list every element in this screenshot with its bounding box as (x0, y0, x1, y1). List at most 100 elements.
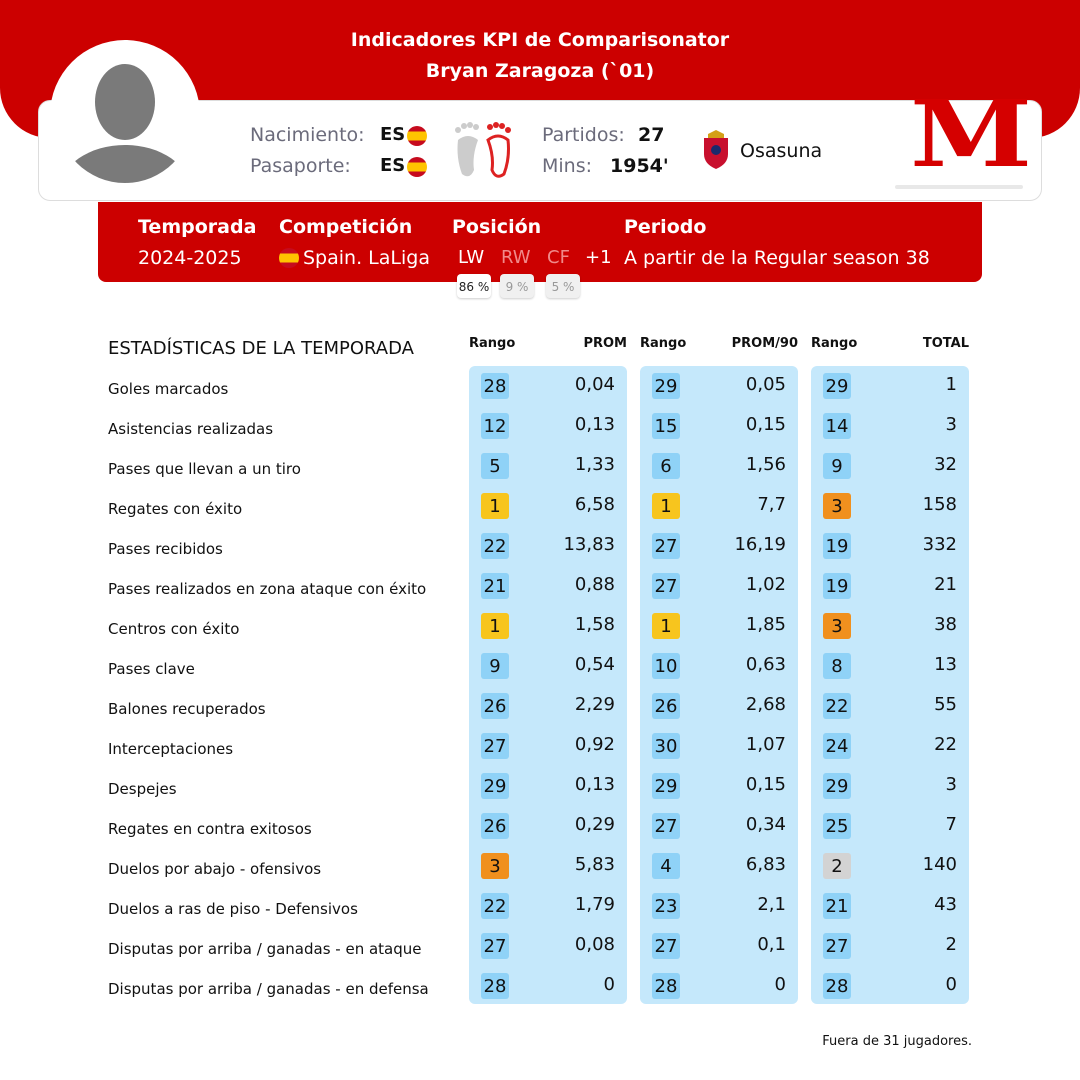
rank: 27 (652, 573, 680, 599)
stat-value: 13 (934, 654, 957, 675)
table-title: ESTADÍSTICAS DE LA TEMPORADA (108, 338, 414, 359)
stat-value: 0,08 (574, 934, 615, 955)
rank: 27 (652, 933, 680, 959)
rank: 4 (652, 853, 680, 879)
more-positions: +1 (585, 247, 612, 268)
row-label: Despejes (108, 780, 177, 798)
rank: 30 (652, 733, 680, 759)
stat-value: 5,83 (574, 854, 615, 875)
season-band (98, 202, 982, 282)
stat-value: 38 (934, 614, 957, 635)
mins-label: Mins: (542, 155, 593, 177)
row-label: Disputas por arriba / ganadas - en ataqu… (108, 940, 422, 958)
stat-value: 2,1 (757, 894, 786, 915)
stat-value: 0,29 (574, 814, 615, 835)
row-label: Pases recibidos (108, 540, 223, 558)
row-label: Regates con éxito (108, 500, 243, 518)
stat-value: 1,85 (745, 614, 786, 635)
row-label: Centros con éxito (108, 620, 240, 638)
passport-label: Pasaporte: (250, 155, 351, 177)
rank: 3 (823, 493, 851, 519)
birth-label: Nacimiento: (250, 124, 365, 146)
stat-value: 1 (945, 374, 957, 395)
passport: ES (380, 155, 406, 176)
competition: Spain. LaLiga (303, 247, 430, 269)
position-share: 5 % (546, 274, 580, 298)
info-card (38, 100, 1042, 201)
stat-value: 0,15 (745, 414, 786, 435)
rank: 19 (823, 533, 851, 559)
matches-label: Partidos: (542, 124, 625, 146)
position: CF (547, 247, 570, 268)
stat-value: 0 (774, 974, 786, 995)
stat-value: 7,7 (757, 494, 786, 515)
row-label: Duelos por abajo - ofensivos (108, 860, 322, 878)
position: LW (458, 247, 485, 268)
rank: 28 (652, 973, 680, 999)
rank: 14 (823, 413, 851, 439)
rank: 25 (823, 813, 851, 839)
stat-value: 6,58 (574, 494, 615, 515)
band-label: Periodo (624, 216, 707, 238)
rank: 28 (481, 373, 509, 399)
stat-value: 0,1 (757, 934, 786, 955)
rank: 28 (823, 973, 851, 999)
stat-value: 140 (922, 854, 957, 875)
row-label: Pases que llevan a un tiro (108, 460, 301, 478)
stat-value: 0,13 (574, 774, 615, 795)
stat-value: 0,34 (745, 814, 786, 835)
club: Osasuna (740, 140, 823, 162)
rank: 29 (823, 373, 851, 399)
row-label: Balones recuperados (108, 700, 266, 718)
stat-value: 0,04 (574, 374, 615, 395)
matches: 27 (638, 124, 665, 146)
row-label: Asistencias realizadas (108, 420, 274, 438)
band-label: Posición (452, 216, 542, 238)
stat-value: 1,07 (745, 734, 786, 755)
stat-value: 0,54 (574, 654, 615, 675)
rank: 23 (652, 893, 680, 919)
stat-value: 43 (934, 894, 957, 915)
rank: 1 (481, 613, 509, 639)
stat-value: 0,92 (574, 734, 615, 755)
rank: 19 (823, 573, 851, 599)
position-share: 9 % (500, 274, 534, 298)
stat-value: 1,79 (574, 894, 615, 915)
stat-value: 3 (945, 774, 957, 795)
row-label: Goles marcados (108, 380, 229, 398)
rank: 22 (823, 693, 851, 719)
rank: 2 (823, 853, 851, 879)
subtitle: Bryan Zaragoza (`01) (425, 60, 655, 82)
flag (407, 157, 427, 177)
logo-underline (895, 185, 1023, 189)
stat-value: 0,15 (745, 774, 786, 795)
row-label: Disputas por arriba / ganadas - en defen… (108, 980, 429, 998)
rank: 26 (481, 813, 509, 839)
rank: 27 (652, 813, 680, 839)
rank: 28 (481, 973, 509, 999)
feet-icon (455, 122, 511, 178)
stat-value: 2,29 (574, 694, 615, 715)
row-label: Duelos a ras de piso - Defensivos (108, 900, 358, 918)
position: RW (501, 247, 531, 268)
band-label: Temporada (138, 216, 257, 238)
stat-value: 1,33 (574, 454, 615, 475)
rank: 29 (652, 373, 680, 399)
rank: 15 (652, 413, 680, 439)
stat-value: 0 (603, 974, 615, 995)
column-header: PROM/90 (731, 336, 798, 351)
rank: 1 (652, 493, 680, 519)
footer: Fuera de 31 jugadores. (822, 1034, 972, 1049)
club-crest (704, 130, 728, 169)
rank: 22 (481, 893, 509, 919)
rank: 3 (823, 613, 851, 639)
stat-value: 1,58 (574, 614, 615, 635)
stat-value: 0,63 (745, 654, 786, 675)
flag (279, 248, 299, 268)
rank: 24 (823, 733, 851, 759)
stat-value: 0 (945, 974, 957, 995)
stat-value: 0,05 (745, 374, 786, 395)
season: 2024-2025 (138, 247, 242, 269)
title: Indicadores KPI de Comparisonator (350, 29, 730, 51)
